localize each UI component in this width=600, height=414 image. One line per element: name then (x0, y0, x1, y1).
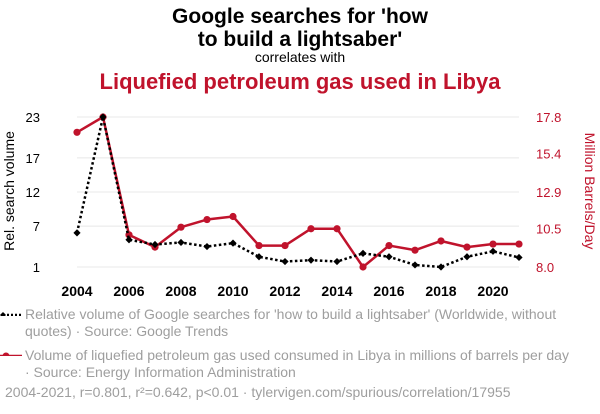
point-lpg-2018 (437, 237, 445, 245)
point-lpg-2004 (73, 128, 81, 136)
point-searches-2014 (333, 257, 341, 266)
point-searches-2010 (229, 239, 237, 247)
chart-title-line2: to build a lightsaber' (197, 28, 403, 51)
point-searches-2009 (203, 242, 211, 251)
y-tick-left-2: 12 (26, 185, 40, 200)
y-tick-right-0: 8.0 (536, 260, 554, 275)
point-lpg-2015 (359, 263, 367, 271)
y-axis-left-label: Rel. search volume (1, 131, 17, 251)
point-lpg-2013 (307, 225, 315, 233)
legend-text-lpg: Volume of liquefied petroleum gas used c… (25, 347, 569, 380)
x-tick-2018: 2018 (425, 283, 456, 299)
point-lpg-2016 (385, 241, 393, 250)
y-tick-right-1: 10.5 (536, 222, 561, 237)
point-lpg-2011 (255, 241, 263, 250)
point-searches-2012 (281, 257, 289, 266)
grid-lines (77, 116, 519, 268)
point-lpg-2014 (333, 225, 341, 233)
x-tick-2004: 2004 (61, 283, 92, 299)
point-lpg-2020 (489, 240, 497, 248)
point-lpg-2021 (515, 240, 523, 248)
point-searches-2018 (437, 263, 445, 271)
right-y-axis: 8.0 10.5 12.9 15.4 17.8 (536, 110, 561, 275)
point-searches-2020 (489, 247, 497, 255)
point-searches-2005 (99, 113, 107, 121)
y-tick-left-1: 7 (33, 219, 40, 234)
y-tick-right-2: 12.9 (536, 185, 561, 200)
point-lpg-2009 (203, 215, 211, 224)
x-tick-2014: 2014 (321, 283, 352, 299)
footer-stats: 2004-2021, r=0.801, r²=0.642, p<0.01 · t… (5, 384, 511, 400)
x-tick-2020: 2020 (477, 283, 508, 299)
series-line-searches (75, 116, 520, 269)
x-tick-2010: 2010 (217, 283, 248, 299)
legend-text-searches: Relative volume of Google searches for '… (25, 306, 557, 339)
point-searches-2016 (385, 253, 393, 261)
point-searches-2011 (255, 253, 263, 261)
point-searches-2007 (151, 240, 159, 249)
x-tick-2012: 2012 (269, 283, 300, 299)
chart-title: Google searches for 'how to build a ligh… (0, 5, 600, 51)
point-lpg-2010 (229, 212, 237, 221)
x-axis: 2004 2006 2008 2010 2012 2014 2016 2018 2020 (61, 283, 508, 299)
chart-subtitle: correlates with (254, 49, 346, 65)
series-line-lpg (76, 115, 519, 269)
point-lpg-2012 (281, 241, 289, 250)
y-axis-right-label: Million Barrels/Day (582, 133, 598, 250)
point-searches-2017 (411, 261, 419, 269)
x-tick-2006: 2006 (113, 283, 144, 299)
point-lpg-2017 (411, 246, 419, 254)
point-lpg-2008 (177, 223, 185, 231)
point-searches-2021 (515, 253, 523, 262)
point-lpg-2019 (463, 243, 471, 251)
legend-dotted-line-icon (0, 312, 22, 316)
series-lightsaber-searches (73, 113, 523, 271)
y-tick-left-4: 23 (26, 110, 40, 125)
y-tick-left-0: 1 (33, 260, 40, 275)
point-searches-2013 (307, 256, 315, 264)
y-tick-right-3: 15.4 (536, 147, 561, 162)
legend-solid-line-icon (0, 352, 22, 356)
chart-subtitle-2: Liquefied petroleum gas used in Libya (99, 69, 501, 94)
point-searches-2004 (73, 229, 81, 237)
point-searches-2019 (463, 253, 471, 261)
y-tick-left-3: 17 (26, 151, 40, 166)
y-tick-right-4: 17.8 (536, 110, 561, 125)
point-searches-2015 (359, 249, 367, 257)
x-tick-2008: 2008 (165, 283, 196, 299)
chart-title-line1: Google searches for 'how (172, 5, 428, 28)
point-searches-2006 (125, 236, 133, 244)
x-tick-2016: 2016 (373, 283, 404, 299)
point-searches-2008 (177, 238, 185, 247)
